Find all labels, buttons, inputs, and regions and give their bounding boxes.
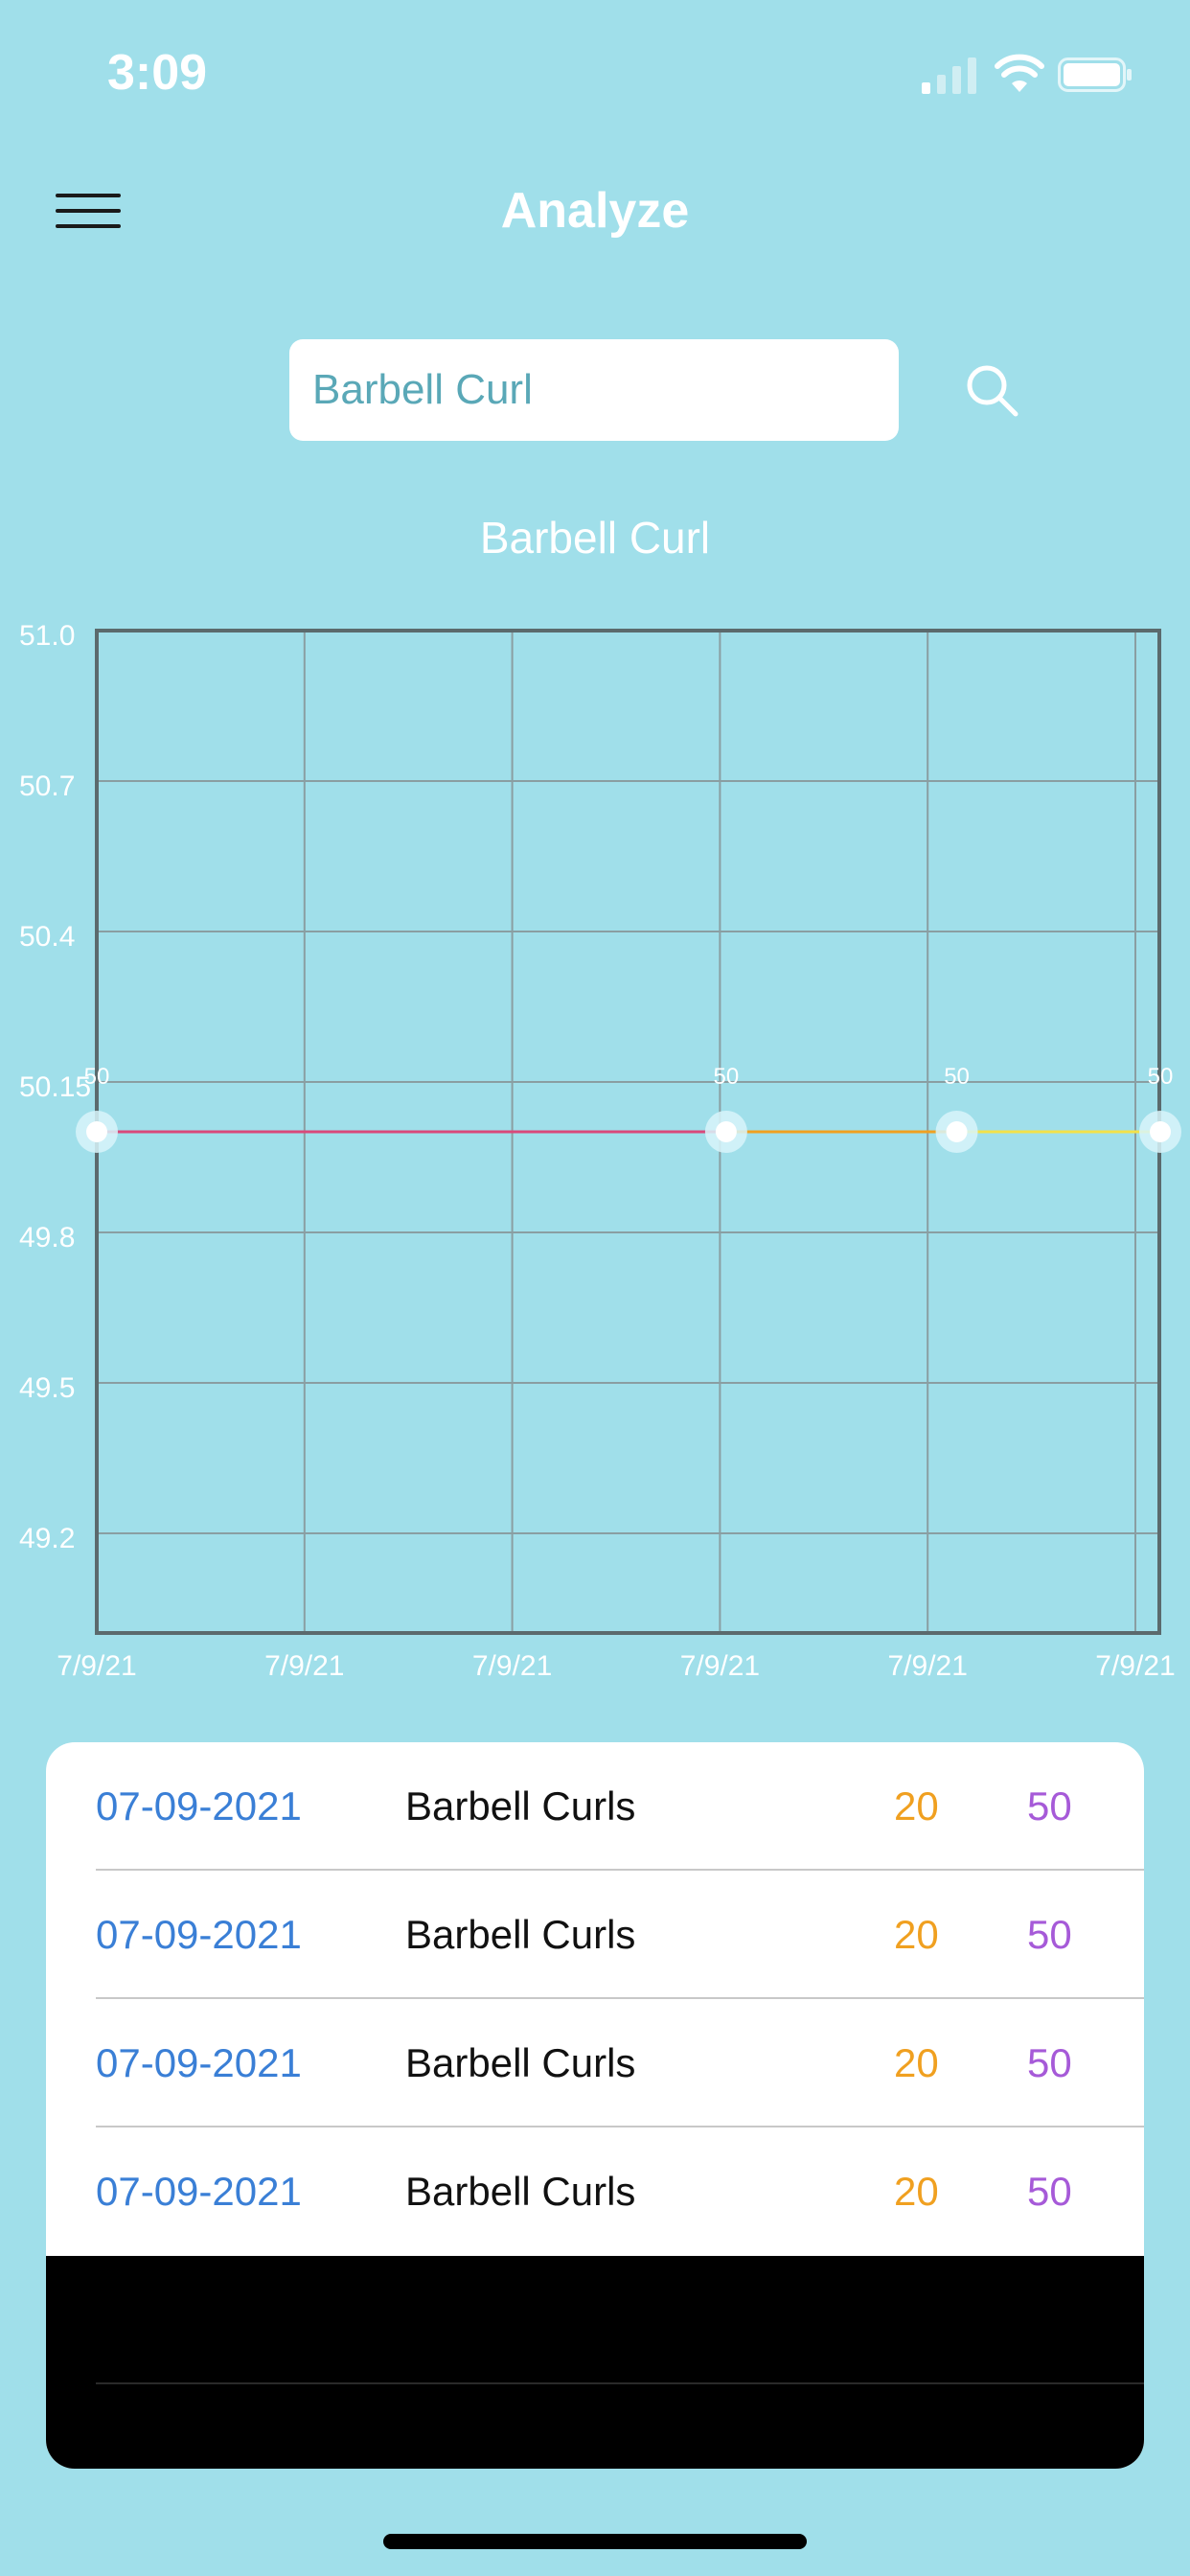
search-input[interactable]	[289, 339, 899, 441]
data-point	[86, 1121, 107, 1142]
table-blank-area	[46, 2256, 1144, 2469]
x-tick-label: 7/9/21	[472, 1650, 552, 1682]
row-divider	[96, 2126, 1144, 2128]
y-tick-label: 49.2	[19, 1523, 75, 1554]
x-tick-label: 7/9/21	[57, 1650, 136, 1682]
row-date: 07-09-2021	[96, 1783, 302, 1828]
row-weight: 50	[1027, 1912, 1072, 1957]
row-reps: 20	[894, 1912, 939, 1957]
y-tick-label: 51.0	[19, 620, 75, 652]
row-exercise: Barbell Curls	[405, 2169, 636, 2214]
y-tick-label: 50.7	[19, 770, 75, 802]
y-tick-label: 50.4	[19, 921, 75, 953]
row-date: 07-09-2021	[96, 2040, 302, 2085]
data-point	[1150, 1121, 1172, 1142]
data-point-label: 50	[944, 1064, 970, 1090]
row-date: 07-09-2021	[96, 2169, 302, 2214]
history-table: 07-09-2021 Barbell Curls 20 50 07-09-202…	[46, 1742, 1144, 2469]
data-point-label: 50	[714, 1064, 740, 1090]
x-tick-label: 7/9/21	[1095, 1650, 1175, 1682]
chart-title: Barbell Curl	[479, 513, 711, 563]
data-point-label: 50	[1148, 1064, 1174, 1090]
x-tick-label: 7/9/21	[887, 1650, 967, 1682]
x-tick-label: 7/9/21	[264, 1650, 344, 1682]
status-time: 3:09	[107, 45, 208, 101]
page-title: Analyze	[500, 183, 690, 239]
home-indicator	[383, 2534, 807, 2549]
table-row[interactable]: 07-09-2021 Barbell Curls 20 50	[46, 2128, 1144, 2256]
x-tick-label: 7/9/21	[680, 1650, 760, 1682]
table-row[interactable]: 07-09-2021 Barbell Curls 20 50	[46, 1871, 1144, 1999]
row-weight: 50	[1027, 2169, 1072, 2214]
battery-icon	[1058, 58, 1132, 92]
progress-line-chart: 51.0 50.7 50.4 50.15 49.8 49.5 49.2 7/9/21 7/9/2…	[19, 620, 1182, 1682]
table-row[interactable]: 07-09-2021 Barbell Curls 20 50	[46, 1999, 1144, 2128]
y-tick-label: 49.5	[19, 1372, 75, 1404]
data-point	[946, 1121, 968, 1142]
row-divider	[96, 1869, 1144, 1871]
hamburger-menu-icon[interactable]	[56, 194, 121, 228]
wifi-icon	[995, 54, 1044, 92]
row-exercise: Barbell Curls	[405, 1783, 636, 1828]
data-point	[715, 1121, 737, 1142]
data-point-label: 50	[84, 1064, 110, 1090]
row-exercise: Barbell Curls	[405, 2040, 636, 2085]
row-reps: 20	[894, 2040, 939, 2085]
row-date: 07-09-2021	[96, 1912, 302, 1957]
row-reps: 20	[894, 2169, 939, 2214]
y-tick-label: 49.8	[19, 1222, 75, 1254]
search-icon[interactable]	[962, 360, 1023, 422]
row-divider	[96, 1997, 1144, 1999]
row-exercise: Barbell Curls	[405, 1912, 636, 1957]
cellular-signal-icon	[922, 58, 976, 94]
table-row[interactable]: 07-09-2021 Barbell Curls 20 50	[46, 1742, 1144, 1871]
y-tick-label: 50.15	[19, 1071, 91, 1103]
row-divider	[96, 2382, 1144, 2384]
row-reps: 20	[894, 1783, 939, 1828]
row-weight: 50	[1027, 2040, 1072, 2085]
row-weight: 50	[1027, 1783, 1072, 1828]
